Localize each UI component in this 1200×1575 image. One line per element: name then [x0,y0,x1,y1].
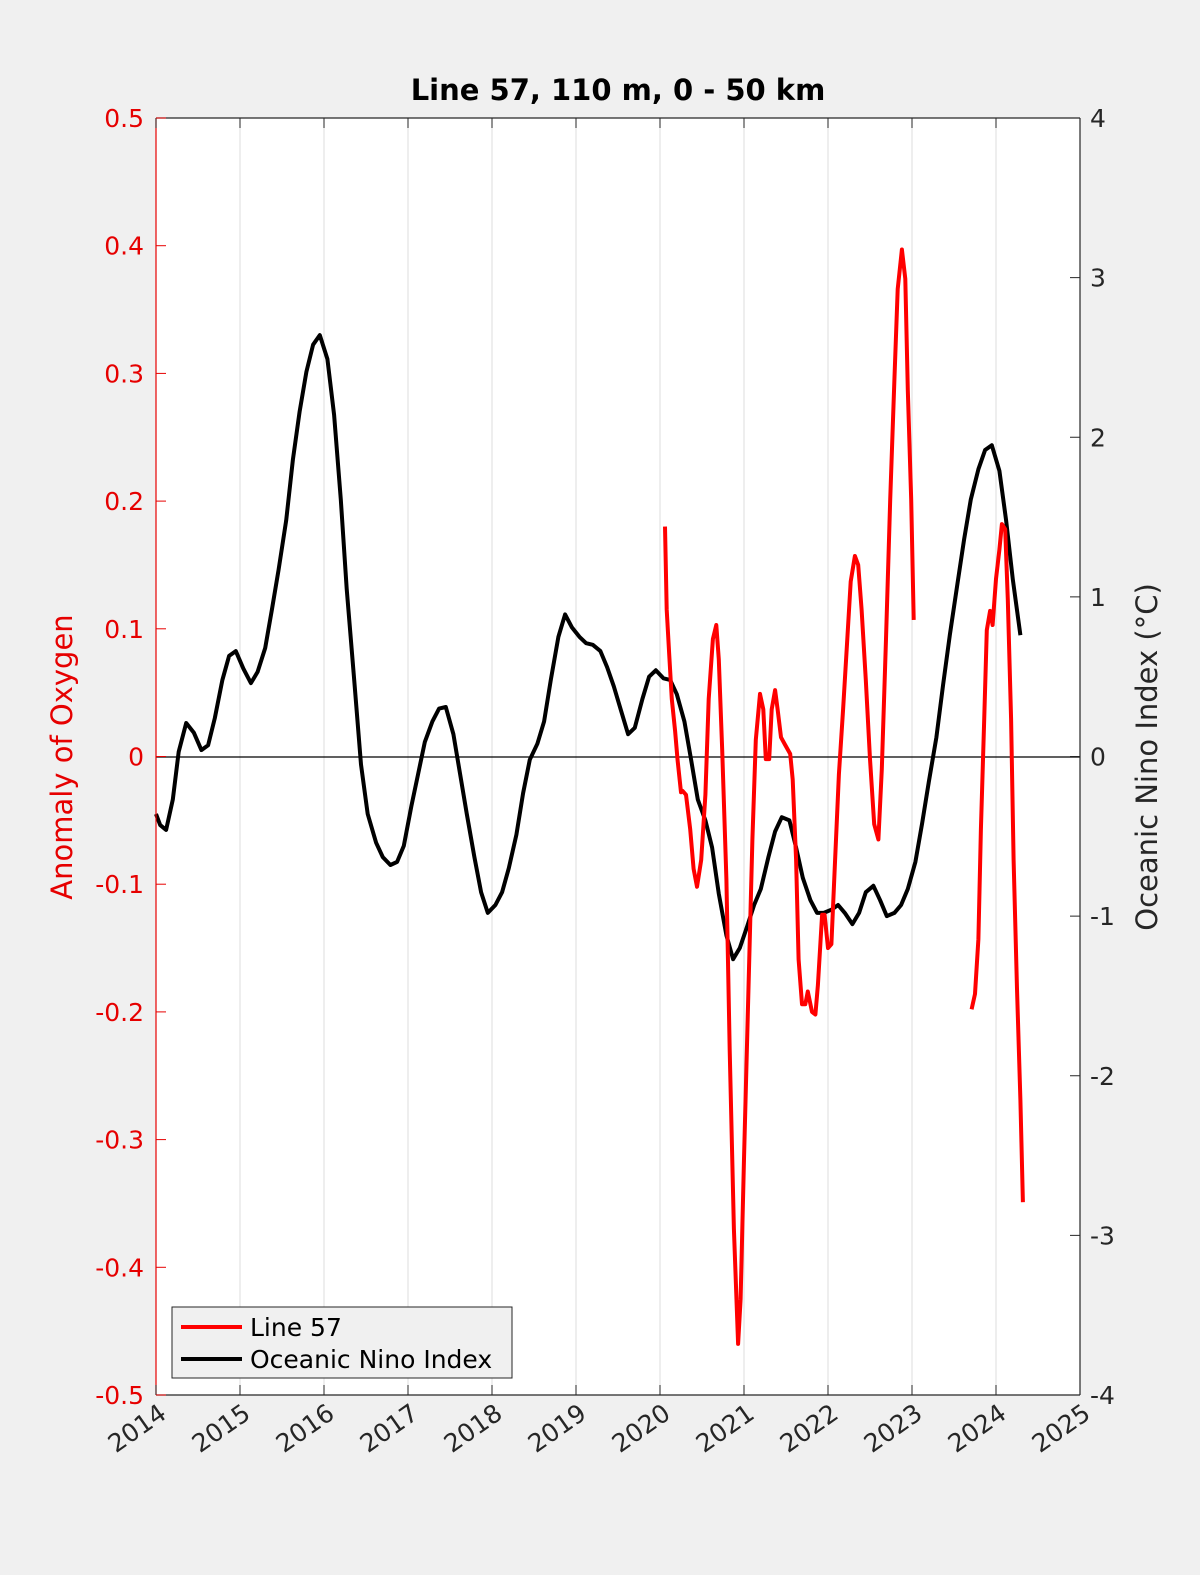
y-left-tick-label: -0.3 [95,1126,144,1155]
y-left-tick-label: 0.4 [104,232,144,261]
y-left-tick-label: 0 [128,743,144,772]
y-left-tick-label: 0.5 [104,104,144,133]
legend-label-line-57: Line 57 [250,1313,342,1342]
y-right-tick-label: 4 [1090,104,1106,133]
y-right-tick-label: -1 [1090,902,1115,931]
legend-label-oni: Oceanic Nino Index [250,1345,492,1374]
y-left-tick-label: 0.2 [104,487,144,516]
y-right-tick-label: 0 [1090,743,1106,772]
chart-title: Line 57, 110 m, 0 - 50 km [411,73,826,107]
series-group [154,247,1025,1346]
y-left-tick-label: -0.2 [95,998,144,1027]
legend-box [171,1306,513,1379]
y-left-tick-label: -0.4 [95,1253,144,1282]
y-left-tick-label: -0.1 [95,870,144,899]
y-right-tick-label: -2 [1090,1062,1115,1091]
y-right-tick-label: 3 [1090,264,1106,293]
y-left-tick-label: -0.5 [95,1381,144,1410]
y-axis-label-right: Oceanic Nino Index (°C) [1130,583,1164,931]
y-left-tick-label: 0.1 [104,615,144,644]
oni-series-segment-0 [154,333,1023,962]
y-right-tick-label: 1 [1090,583,1106,612]
line-57-series-segment-0 [663,247,916,1346]
y-right-tick-label: 2 [1090,423,1106,452]
y-left-tick-label: 0.3 [104,359,144,388]
y-right-tick-label: -4 [1090,1381,1115,1410]
line-57-series-segment-1 [969,522,1025,1203]
y-axis-label-left: Anomaly of Oxygen [45,614,79,899]
y-right-tick-label: -3 [1090,1221,1115,1250]
legend: Line 57 Oceanic Nino Index [171,1306,513,1379]
